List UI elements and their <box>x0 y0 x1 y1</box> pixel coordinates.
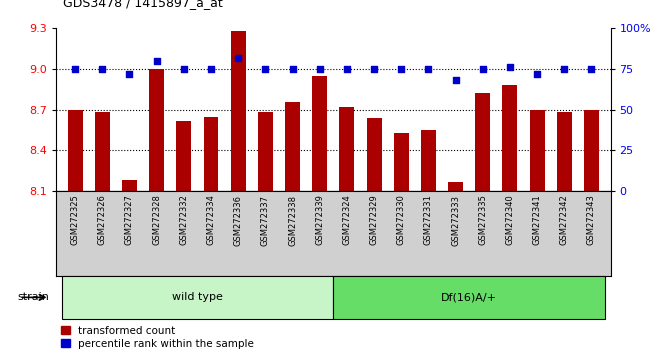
Point <box>233 55 244 61</box>
Point <box>97 66 108 72</box>
Legend: transformed count, percentile rank within the sample: transformed count, percentile rank withi… <box>61 326 254 349</box>
Bar <box>68 110 82 191</box>
FancyBboxPatch shape <box>61 276 333 319</box>
Point <box>532 71 543 77</box>
Text: GSM272336: GSM272336 <box>234 195 243 246</box>
Bar <box>366 118 381 191</box>
Text: GSM272339: GSM272339 <box>315 195 324 245</box>
Point <box>179 66 189 72</box>
Bar <box>95 113 110 191</box>
Text: GSM272342: GSM272342 <box>560 195 569 245</box>
Text: GSM272327: GSM272327 <box>125 195 134 245</box>
Text: GSM272335: GSM272335 <box>478 195 487 245</box>
Bar <box>176 121 191 191</box>
Text: GDS3478 / 1415897_a_at: GDS3478 / 1415897_a_at <box>63 0 222 9</box>
Text: GSM272333: GSM272333 <box>451 195 460 246</box>
Text: GSM272325: GSM272325 <box>71 195 80 245</box>
Text: GSM272330: GSM272330 <box>397 195 406 245</box>
Text: GSM272331: GSM272331 <box>424 195 433 245</box>
Bar <box>557 113 572 191</box>
FancyBboxPatch shape <box>333 276 605 319</box>
Point <box>70 66 81 72</box>
Bar <box>584 110 599 191</box>
Point <box>477 66 488 72</box>
Text: GSM272324: GSM272324 <box>343 195 351 245</box>
Point <box>342 66 352 72</box>
Text: wild type: wild type <box>172 292 223 302</box>
Bar <box>502 85 517 191</box>
Bar <box>448 182 463 191</box>
Bar <box>231 31 246 191</box>
Text: GSM272329: GSM272329 <box>370 195 379 245</box>
Text: GSM272338: GSM272338 <box>288 195 297 246</box>
Bar <box>475 93 490 191</box>
Text: GSM272341: GSM272341 <box>533 195 542 245</box>
Point <box>586 66 597 72</box>
Point <box>151 58 162 64</box>
Bar <box>285 102 300 191</box>
Point <box>396 66 407 72</box>
Bar <box>258 113 273 191</box>
Bar <box>421 130 436 191</box>
Bar <box>339 107 354 191</box>
Text: GSM272343: GSM272343 <box>587 195 596 245</box>
Point <box>423 66 434 72</box>
Bar <box>530 110 544 191</box>
Point <box>450 78 461 83</box>
Point <box>287 66 298 72</box>
Point <box>314 66 325 72</box>
Point <box>206 66 216 72</box>
Text: GSM272337: GSM272337 <box>261 195 270 246</box>
Text: Df(16)A/+: Df(16)A/+ <box>441 292 497 302</box>
Point <box>505 64 515 70</box>
Bar <box>394 133 409 191</box>
Bar <box>122 180 137 191</box>
Text: strain: strain <box>18 292 50 302</box>
Text: GSM272326: GSM272326 <box>98 195 107 245</box>
Point <box>369 66 380 72</box>
Text: GSM272332: GSM272332 <box>180 195 188 245</box>
Text: GSM272340: GSM272340 <box>506 195 514 245</box>
Bar <box>149 69 164 191</box>
Point <box>260 66 271 72</box>
Bar <box>312 76 327 191</box>
Text: GSM272328: GSM272328 <box>152 195 161 245</box>
Text: GSM272334: GSM272334 <box>207 195 216 245</box>
Point <box>559 66 570 72</box>
Point <box>124 71 135 77</box>
Bar <box>203 116 218 191</box>
